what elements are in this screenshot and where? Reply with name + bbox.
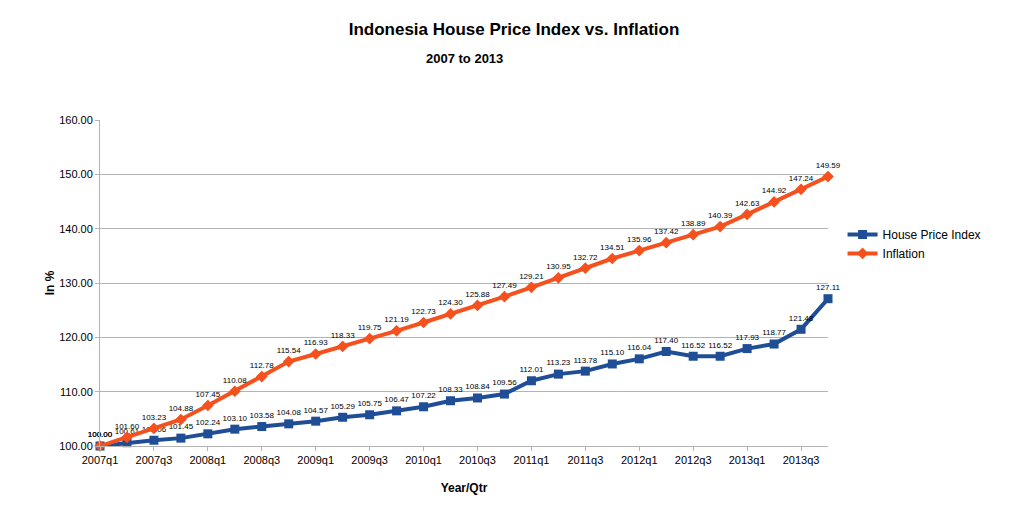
svg-text:140.00: 140.00 [59,223,93,235]
svg-text:100.00: 100.00 [88,430,113,439]
svg-text:119.75: 119.75 [358,323,382,332]
svg-text:124.30: 124.30 [438,298,463,307]
svg-text:117.93: 117.93 [735,333,759,342]
svg-text:2011q3: 2011q3 [567,454,603,466]
svg-text:147.24: 147.24 [789,174,814,183]
svg-text:2009q1: 2009q1 [297,454,334,466]
svg-text:116.04: 116.04 [627,343,651,352]
svg-text:101.60: 101.60 [115,422,140,431]
svg-text:149.59: 149.59 [816,161,841,170]
svg-text:101.45: 101.45 [169,422,194,431]
svg-text:116.52: 116.52 [681,341,705,350]
svg-text:118.77: 118.77 [762,328,786,337]
svg-text:121.48: 121.48 [789,314,814,323]
svg-text:140.39: 140.39 [708,211,733,220]
svg-text:122.73: 122.73 [411,307,436,316]
svg-text:135.96: 135.96 [627,235,652,244]
svg-text:House Price Index: House Price Index [883,228,981,242]
svg-text:2012q1: 2012q1 [621,454,658,466]
svg-text:132.72: 132.72 [573,253,598,262]
svg-text:102.24: 102.24 [196,418,221,427]
svg-text:110.00: 110.00 [60,386,93,398]
svg-text:127.11: 127.11 [816,283,840,292]
svg-text:Indonesia House Price Index vs: Indonesia House Price Index vs. Inflatio… [349,20,680,39]
svg-text:138.89: 138.89 [681,219,706,228]
svg-text:103.10: 103.10 [223,414,248,423]
svg-text:108.84: 108.84 [465,382,490,391]
svg-text:117.40: 117.40 [654,336,678,345]
svg-text:2013q3: 2013q3 [783,454,820,466]
svg-text:108.33: 108.33 [438,385,463,394]
svg-text:104.57: 104.57 [303,406,328,415]
svg-text:109.56: 109.56 [492,378,517,387]
svg-text:115.54: 115.54 [277,346,301,355]
svg-text:105.29: 105.29 [330,402,355,411]
svg-text:130.00: 130.00 [59,277,93,289]
svg-text:125.88: 125.88 [465,290,490,299]
svg-text:112.01: 112.01 [519,365,543,374]
svg-text:121.19: 121.19 [384,315,409,324]
svg-text:116.93: 116.93 [304,338,328,347]
svg-text:Year/Qtr: Year/Qtr [441,481,488,495]
svg-text:105.75: 105.75 [357,399,382,408]
svg-text:142.63: 142.63 [735,199,760,208]
svg-text:144.92: 144.92 [762,186,787,195]
svg-text:137.42: 137.42 [654,227,679,236]
svg-text:2011q1: 2011q1 [513,454,549,466]
svg-text:115.10: 115.10 [600,348,624,357]
svg-text:100.00: 100.00 [59,440,93,452]
svg-text:160.00: 160.00 [59,114,93,126]
svg-text:113.78: 113.78 [573,356,597,365]
svg-text:2007q1: 2007q1 [82,454,119,466]
svg-text:120.00: 120.00 [59,331,93,343]
svg-text:2008q3: 2008q3 [243,454,280,466]
svg-text:134.51: 134.51 [600,243,625,252]
svg-text:In %: In % [43,270,57,295]
svg-text:103.58: 103.58 [250,411,275,420]
svg-text:2009q3: 2009q3 [351,454,388,466]
svg-text:107.22: 107.22 [411,391,436,400]
svg-text:104.08: 104.08 [277,408,302,417]
svg-text:150.00: 150.00 [59,168,93,180]
svg-text:113.23: 113.23 [546,358,570,367]
svg-text:104.88: 104.88 [169,404,194,413]
svg-text:130.95: 130.95 [546,262,571,271]
svg-text:Inflation: Inflation [883,247,925,261]
svg-text:106.47: 106.47 [384,395,409,404]
svg-text:103.23: 103.23 [142,413,167,422]
svg-text:127.49: 127.49 [492,281,517,290]
svg-text:2010q1: 2010q1 [405,454,442,466]
svg-text:118.33: 118.33 [331,331,355,340]
svg-text:129.21: 129.21 [519,272,544,281]
svg-text:2012q3: 2012q3 [675,454,712,466]
svg-text:116.52: 116.52 [708,341,732,350]
svg-text:107.45: 107.45 [196,390,221,399]
svg-text:2007 to 2013: 2007 to 2013 [426,51,503,66]
svg-text:100.00: 100.00 [88,430,113,439]
svg-text:2007q3: 2007q3 [136,454,173,466]
svg-text:2010q3: 2010q3 [459,454,496,466]
svg-text:110.08: 110.08 [223,376,247,385]
svg-text:101.06: 101.06 [142,425,167,434]
svg-text:2013q1: 2013q1 [729,454,766,466]
svg-text:2008q1: 2008q1 [189,454,226,466]
svg-text:100.61: 100.61 [115,427,140,436]
svg-text:112.78: 112.78 [250,361,274,370]
